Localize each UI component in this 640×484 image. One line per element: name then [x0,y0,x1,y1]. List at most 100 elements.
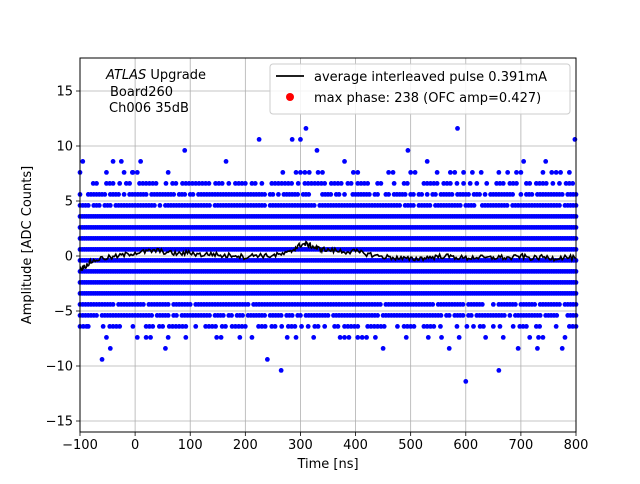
x-tick-label: 200 [233,438,258,453]
scatter-point [358,181,364,186]
scatter-point [342,324,347,329]
scatter-point [94,181,99,186]
scatter-point [342,159,347,164]
scatter-layer [77,125,579,384]
scatter-point [196,181,202,186]
scatter-point [322,324,328,329]
scatter-point [554,313,560,318]
scatter-point [510,181,516,186]
scatter-point [572,137,578,142]
scatter-point [143,324,149,329]
tick-layer: −100 0 100 200 300 400 500 600 700 800 −15 −10 −5 0 5 1… [46,85,589,454]
scatter-point [233,181,238,186]
scatter-point [213,181,218,186]
scatter-point [199,181,205,186]
scatter-point [305,324,311,329]
scatter-point [315,324,321,329]
scatter-point [497,324,503,329]
scatter-point [262,313,268,318]
scatter-point [345,324,351,329]
scatter-point [110,324,116,329]
scatter-point [559,192,565,197]
scatter-point [170,181,175,186]
scatter-point [364,335,369,340]
scatter-point [166,324,172,329]
scatter-point [570,324,576,329]
scatter-point [190,181,195,186]
scatter-point [346,335,352,340]
scatter-point [219,324,225,329]
scatter-point [490,324,496,329]
scatter-point [116,192,121,197]
scatter-point [299,324,304,329]
scatter-point [563,181,569,186]
scatter-point [335,181,341,186]
scatter-point [278,368,284,373]
scatter-point [110,302,116,307]
scatter-point [355,181,361,186]
scatter-point [466,192,471,197]
scatter-point [206,181,212,186]
scatter-point [121,170,127,175]
scatter-point [566,181,572,186]
scatter-point [262,192,268,197]
x-tick-label: 700 [508,438,533,453]
scatter-point [123,181,129,186]
scatter-point [127,181,132,186]
y-axis-label: Amplitude [ADC Counts] [20,166,35,324]
scatter-point [183,181,189,186]
scatter-point [264,357,270,362]
legend-label-average: average interleaved pulse 0.391mA [314,70,547,85]
scatter-point [467,181,473,186]
scatter-point [372,335,378,340]
scatter-point [171,192,177,197]
annotation-italic: ATLAS [105,68,146,83]
scatter-point [412,170,418,175]
scatter-point [252,181,258,186]
scatter-point [335,324,341,329]
scatter-point [298,137,303,142]
scatter-point [348,181,354,186]
scatter-point [289,181,295,186]
scatter-point [558,170,563,175]
scatter-point [524,181,529,186]
scatter-point [262,324,268,329]
scatter-point [484,181,490,186]
scatter-point [479,302,485,307]
scatter-point [239,181,245,186]
scatter-point [505,170,511,175]
scatter-point [282,181,288,186]
scatter-point [110,159,116,164]
scatter-point [342,192,347,197]
scatter-point [183,335,189,340]
scatter-point [496,170,502,175]
scatter-point [289,324,295,329]
scatter-point [515,346,521,351]
scatter-point [566,170,572,175]
scatter-point [481,324,486,329]
scatter-point [285,324,291,329]
scatter-point [107,181,113,186]
scatter-point [404,324,410,329]
scatter-point [532,302,538,307]
scatter-point [332,324,338,329]
annotation-board: Board260 [110,85,173,100]
scatter-point [395,324,400,329]
scatter-point [118,159,124,164]
scatter-point [375,324,380,329]
scatter-point [529,192,535,197]
scatter-point [110,181,116,186]
x-tick-label: 500 [398,438,423,453]
scatter-point [203,324,209,329]
scatter-point [366,192,372,197]
scatter-point [553,170,559,175]
scatter-point [213,324,218,329]
scatter-point [302,181,308,186]
scatter-point [284,335,290,340]
scatter-point [375,192,380,197]
scatter-point [497,181,503,186]
scatter-point [478,170,484,175]
scatter-point [295,192,301,197]
scatter-point [391,181,397,186]
scatter-point [240,313,245,318]
